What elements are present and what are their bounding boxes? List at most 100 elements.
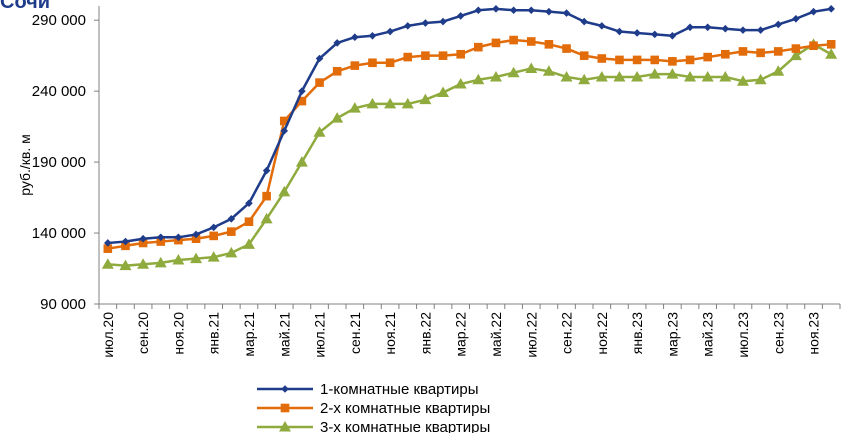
- data-point: [280, 127, 289, 135]
- data-point: [439, 17, 447, 26]
- x-tick-label: янв.23: [629, 312, 645, 354]
- data-point: [368, 58, 377, 68]
- x-tick-label: июл.22: [523, 312, 539, 358]
- data-point: [562, 44, 571, 53]
- data-point: [103, 244, 113, 253]
- data-point: [191, 234, 201, 244]
- data-point: [668, 32, 677, 40]
- data-point: [580, 17, 588, 26]
- series-2: [103, 35, 836, 253]
- legend-item: 3-х комнатные квартиры: [257, 419, 490, 433]
- data-point: [507, 66, 520, 78]
- data-point: [244, 217, 254, 226]
- data-point: [754, 73, 767, 85]
- data-point: [474, 6, 483, 15]
- data-point: [613, 70, 626, 82]
- data-point: [525, 62, 538, 73]
- data-point: [332, 66, 342, 76]
- data-point: [721, 49, 730, 59]
- legend-label: 2-х комнатные квартиры: [320, 400, 490, 417]
- data-point: [631, 70, 644, 82]
- data-point: [209, 231, 218, 241]
- x-tick-label: янв.22: [417, 312, 433, 354]
- data-point: [385, 58, 395, 68]
- data-point: [227, 215, 236, 223]
- data-point: [560, 70, 573, 82]
- data-point: [650, 30, 659, 39]
- data-point: [597, 54, 607, 63]
- data-point: [227, 227, 236, 236]
- legend-marker: [279, 421, 291, 432]
- legend-marker: [281, 385, 289, 393]
- series-group: [101, 5, 838, 271]
- data-point: [792, 14, 800, 23]
- data-point: [456, 12, 465, 20]
- data-point: [578, 73, 591, 85]
- data-point: [454, 78, 467, 89]
- data-point: [437, 86, 450, 98]
- data-point: [297, 96, 307, 106]
- data-point: [368, 32, 377, 40]
- data-point: [562, 9, 571, 17]
- data-point: [156, 233, 165, 242]
- data-point: [666, 68, 679, 79]
- x-tick-label: июл.20: [100, 312, 116, 358]
- data-point: [121, 237, 130, 246]
- data-point: [225, 246, 238, 258]
- data-point: [703, 52, 712, 62]
- y-axis-label: руб./кв. м: [17, 134, 33, 196]
- data-point: [509, 6, 518, 15]
- data-point: [703, 23, 712, 32]
- data-point: [174, 233, 183, 242]
- x-tick-label: мар.21: [241, 312, 257, 357]
- data-point: [773, 47, 783, 56]
- data-point: [789, 49, 802, 61]
- y-tick-label: 190 000: [32, 154, 86, 171]
- x-tick-label: май.23: [700, 312, 716, 357]
- data-point: [262, 166, 271, 175]
- data-point: [826, 40, 836, 49]
- legend-label: 1-комнатные квартиры: [320, 381, 479, 398]
- data-point: [684, 70, 697, 82]
- x-tick-label: сен.20: [135, 312, 151, 354]
- y-tick-label: 140 000: [32, 225, 86, 242]
- data-point: [738, 47, 748, 56]
- data-point: [139, 234, 147, 243]
- x-tick-label: мар.22: [453, 312, 469, 357]
- data-point: [419, 93, 432, 105]
- data-point: [315, 78, 324, 87]
- y-tick-label: 290 000: [32, 12, 86, 29]
- data-point: [615, 55, 624, 65]
- data-point: [491, 38, 501, 48]
- x-tick-label: янв.21: [206, 312, 222, 354]
- data-point: [192, 230, 200, 239]
- data-point: [421, 51, 430, 60]
- x-tick-label: ноя.22: [594, 312, 610, 355]
- data-point: [579, 51, 589, 60]
- data-point: [384, 97, 397, 109]
- data-point: [190, 252, 203, 264]
- data-point: [137, 258, 150, 269]
- data-point: [648, 68, 661, 79]
- data-point: [207, 251, 220, 262]
- data-point: [403, 52, 413, 62]
- data-point: [719, 70, 732, 82]
- legend-marker: [280, 403, 290, 413]
- data-point: [121, 241, 130, 251]
- x-tick-label: ноя.21: [382, 312, 398, 355]
- data-point: [739, 26, 747, 34]
- data-point: [262, 191, 271, 201]
- series-3: [101, 38, 838, 271]
- x-tick-label: мар.23: [664, 312, 680, 357]
- data-point: [474, 42, 483, 52]
- data-point: [825, 48, 838, 59]
- y-tick-label: 240 000: [32, 83, 86, 100]
- data-point: [632, 55, 642, 65]
- legend-item: 2-х комнатные квартиры: [257, 400, 490, 417]
- x-tick-label: сен.21: [347, 312, 363, 354]
- data-point: [791, 44, 801, 53]
- data-point: [101, 258, 114, 269]
- data-point: [615, 27, 624, 36]
- data-point: [809, 7, 818, 16]
- series-line: [107, 38, 832, 250]
